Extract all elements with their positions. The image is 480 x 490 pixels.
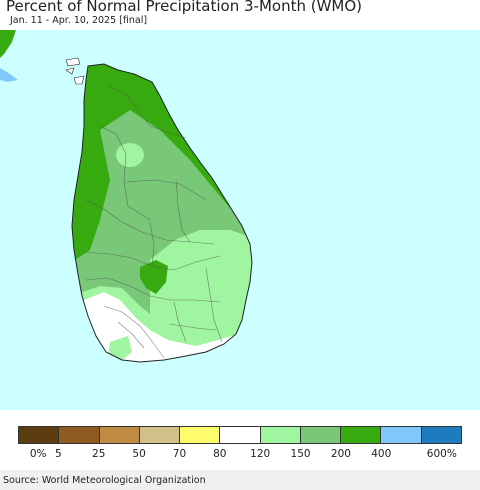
- legend-tick-label: 600%: [426, 448, 457, 460]
- map-subtitle: Jan. 11 - Apr. 10, 2025 [final]: [10, 15, 148, 26]
- legend-swatch: [341, 427, 382, 443]
- legend-tick-label: 150: [290, 448, 311, 460]
- legend-tick-label: 25: [92, 448, 106, 460]
- source-bar: Source: World Meteorological Organizatio…: [0, 470, 480, 490]
- legend-tick-label: 80: [213, 448, 227, 460]
- region-200-400-central: [140, 260, 168, 294]
- india-coast: [0, 30, 16, 58]
- legend-tick-label: 200: [330, 448, 351, 460]
- legend-swatch: [59, 427, 100, 443]
- island-coastline: [71, 63, 253, 363]
- legend-swatch: [260, 427, 301, 443]
- legend-ticks: 0% 5 25 50 70 80 120 150 200 400 600%: [18, 448, 462, 462]
- legend-tick-label: 0%: [29, 448, 47, 460]
- region-80-120: [84, 292, 244, 362]
- region-120-150-north: [116, 143, 144, 167]
- sri-lanka-map: [0, 30, 480, 410]
- legend-swatch: [220, 427, 261, 443]
- legend-swatch: [180, 427, 221, 443]
- legend-swatch: [99, 427, 140, 443]
- legend-swatch: [300, 427, 342, 443]
- region-120-150-southwest: [108, 336, 132, 360]
- legend-colorbar: [18, 426, 462, 444]
- legend-swatch: [19, 427, 60, 443]
- precip-regions: [72, 64, 252, 362]
- small-islands: [65, 57, 85, 85]
- legend-swatch: [421, 427, 461, 443]
- district-boundaries: [83, 85, 223, 359]
- legend-tick-label: 50: [132, 448, 146, 460]
- map-area: [0, 30, 480, 410]
- legend-tick-label: 120: [250, 448, 271, 460]
- legend-swatch: [381, 427, 422, 443]
- legend-tick-label: 400: [371, 448, 392, 460]
- legend-tick-label: 70: [172, 448, 187, 460]
- legend-swatch: [139, 427, 181, 443]
- legend-tick-label: 5: [55, 448, 62, 460]
- india-coast-blue: [0, 68, 18, 82]
- source-text: Source: World Meteorological Organizatio…: [3, 475, 206, 486]
- map-title: Percent of Normal Precipitation 3-Month …: [6, 0, 363, 15]
